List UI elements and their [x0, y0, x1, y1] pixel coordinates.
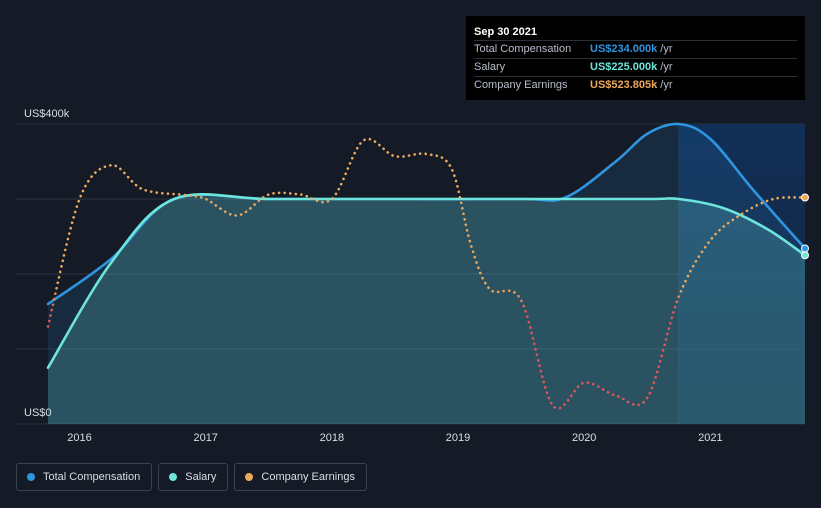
tooltip-unit: /yr — [660, 79, 673, 91]
tooltip-label: Total Compensation — [474, 43, 572, 55]
tooltip-unit: /yr — [660, 61, 673, 73]
legend-label: Company Earnings — [261, 471, 355, 483]
legend-item-company-earnings[interactable]: Company Earnings — [234, 463, 367, 491]
legend-item-total-compensation[interactable]: Total Compensation — [16, 463, 153, 491]
x-tick-label: 2019 — [446, 432, 470, 444]
salary-end-marker — [801, 251, 809, 260]
tooltip-label: Salary — [474, 61, 506, 73]
legend-dot-icon — [245, 473, 254, 481]
company-earnings-end-marker — [801, 193, 809, 202]
tooltip-row-company-earnings: Company Earnings US$523.805k /yr — [474, 76, 797, 94]
tooltip-label: Company Earnings — [474, 79, 568, 91]
x-tick-label: 2020 — [572, 432, 596, 444]
chart-legend: Total Compensation Salary Company Earnin… — [16, 463, 367, 491]
x-tick-label: 2021 — [698, 432, 722, 444]
legend-dot-icon — [169, 473, 178, 481]
x-tick-label: 2017 — [193, 432, 217, 444]
tooltip-value: US$523.805k — [590, 79, 658, 91]
tooltip-panel: Sep 30 2021 Total Compensation US$234.00… — [466, 16, 805, 100]
company-earnings-line — [46, 137, 807, 410]
tooltip-unit: /yr — [660, 43, 673, 55]
y-axis-max-label: US$400k — [24, 108, 70, 120]
y-axis-min-label: US$0 — [24, 407, 52, 419]
legend-label: Salary — [185, 471, 217, 483]
total-compensation-end-marker — [801, 244, 809, 253]
legend-item-salary[interactable]: Salary — [158, 463, 229, 491]
x-tick-label: 2016 — [67, 432, 91, 444]
tooltip-row-total-compensation: Total Compensation US$234.000k /yr — [474, 40, 797, 58]
salary-area — [48, 194, 805, 424]
forecast-band — [678, 124, 805, 424]
tooltip-value: US$225.000k — [590, 61, 658, 73]
tooltip-row-salary: Salary US$225.000k /yr — [474, 58, 797, 76]
tooltip-date: Sep 30 2021 — [474, 26, 537, 38]
legend-dot-icon — [27, 473, 35, 481]
tooltip-value: US$234.000k — [590, 43, 658, 55]
legend-label: Total Compensation — [43, 471, 141, 483]
x-tick-label: 2018 — [320, 432, 344, 444]
salary-line — [46, 193, 807, 370]
